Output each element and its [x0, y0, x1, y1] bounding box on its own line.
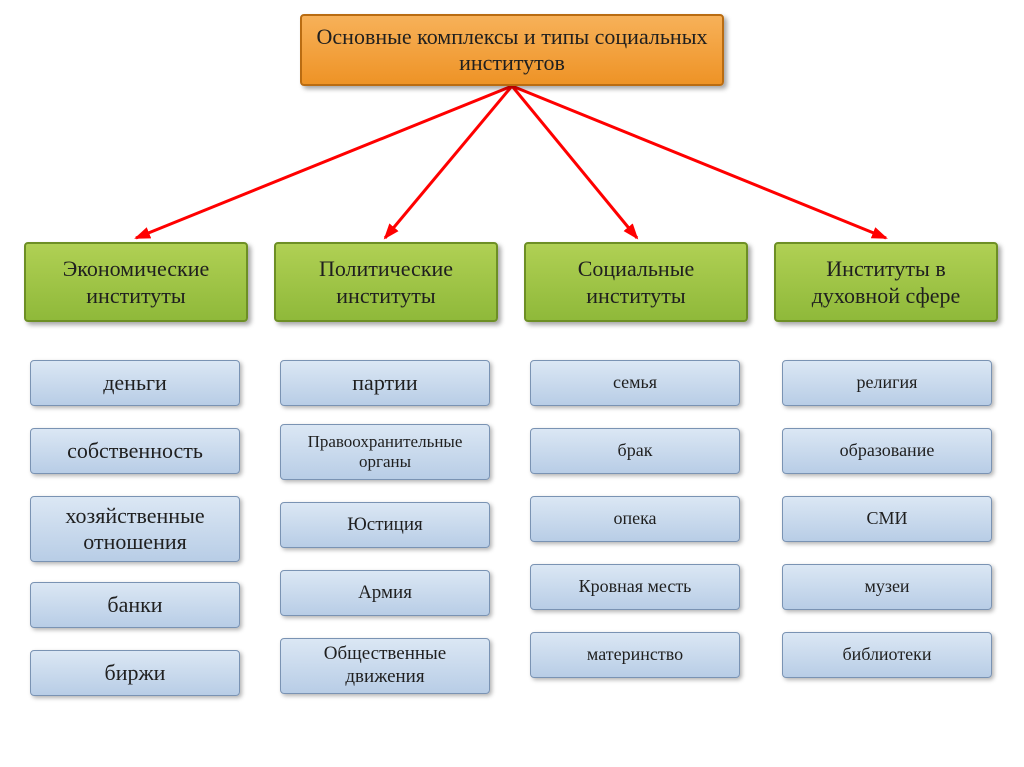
- item-box: биржи: [30, 650, 240, 696]
- category-box: Экономические институты: [24, 242, 248, 322]
- item-label: образование: [840, 440, 935, 462]
- item-box: Правоохранительные органы: [280, 424, 490, 480]
- item-label: биржи: [105, 660, 166, 686]
- item-label: опека: [613, 508, 656, 530]
- item-box: опека: [530, 496, 740, 542]
- item-label: хозяйственные отношения: [37, 503, 233, 556]
- root-title-label: Основные комплексы и типы социальных инс…: [312, 24, 712, 77]
- item-box: Кровная месть: [530, 564, 740, 610]
- item-label: СМИ: [866, 508, 907, 530]
- item-box: музеи: [782, 564, 992, 610]
- category-label: Экономические институты: [34, 255, 238, 310]
- item-label: Юстиция: [347, 514, 423, 537]
- item-box: партии: [280, 360, 490, 406]
- item-box: брак: [530, 428, 740, 474]
- item-box: собственность: [30, 428, 240, 474]
- item-label: банки: [107, 592, 162, 618]
- category-label: Социальные институты: [534, 255, 738, 310]
- root-title-box: Основные комплексы и типы социальных инс…: [300, 14, 724, 86]
- item-label: Общественные движения: [287, 643, 483, 689]
- item-label: религия: [857, 372, 918, 394]
- item-box: Армия: [280, 570, 490, 616]
- category-box: Социальные институты: [524, 242, 748, 322]
- item-label: библиотеки: [842, 644, 931, 666]
- category-label: Политические институты: [284, 255, 488, 310]
- item-label: Армия: [358, 582, 412, 605]
- category-label: Институты в духовной сфере: [784, 255, 988, 310]
- item-box: Юстиция: [280, 502, 490, 548]
- item-label: брак: [618, 440, 653, 462]
- item-box: религия: [782, 360, 992, 406]
- item-box: банки: [30, 582, 240, 628]
- connector-line: [385, 86, 512, 238]
- connector-line: [512, 86, 637, 238]
- item-label: деньги: [103, 370, 167, 396]
- connector-line: [136, 86, 512, 238]
- item-label: семья: [613, 372, 657, 394]
- item-label: собственность: [67, 438, 203, 464]
- item-box: хозяйственные отношения: [30, 496, 240, 562]
- item-box: библиотеки: [782, 632, 992, 678]
- item-box: деньги: [30, 360, 240, 406]
- item-box: материнство: [530, 632, 740, 678]
- item-label: музеи: [864, 576, 909, 598]
- category-box: Политические институты: [274, 242, 498, 322]
- item-box: семья: [530, 360, 740, 406]
- item-box: СМИ: [782, 496, 992, 542]
- item-label: Кровная месть: [579, 576, 692, 598]
- item-box: Общественные движения: [280, 638, 490, 694]
- item-box: образование: [782, 428, 992, 474]
- category-box: Институты в духовной сфере: [774, 242, 998, 322]
- item-label: партии: [352, 370, 417, 396]
- item-label: Правоохранительные органы: [287, 432, 483, 473]
- connector-line: [512, 86, 886, 238]
- item-label: материнство: [587, 644, 683, 666]
